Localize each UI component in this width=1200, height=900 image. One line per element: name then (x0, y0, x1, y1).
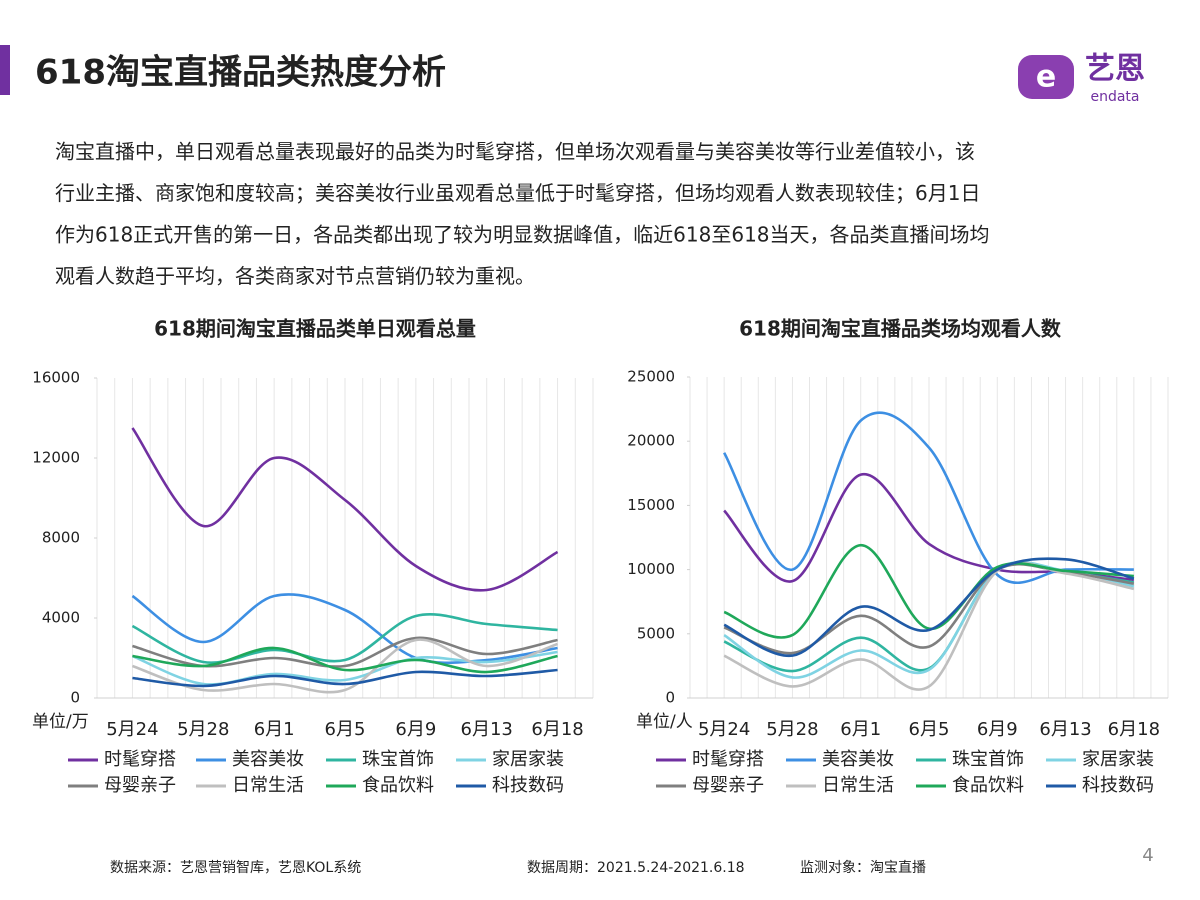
legend-label: 时髦穿搭 (692, 749, 764, 770)
logo-mark: e (1036, 60, 1056, 95)
series-line (131, 650, 558, 686)
series-line (132, 638, 558, 694)
legend-label: 家居家装 (492, 749, 564, 770)
paragraph-line: 淘宝直播中，单日观看总量表现最好的品类为时髦穿搭，但单场次观看量与美容美妆等行业… (55, 140, 975, 164)
series-line (131, 427, 559, 592)
paragraph-line: 行业主播、商家饱和度较高；美容美妆行业虽观看总量低于时髦穿搭，但场均观看人数表现… (55, 181, 980, 205)
legend-label: 食品饮料 (362, 775, 434, 796)
series-line (723, 543, 1134, 639)
legend-label: 食品饮料 (952, 775, 1024, 796)
y-tick-label: 4000 (42, 609, 80, 627)
x-tick-label: 5月28 (766, 719, 818, 740)
x-tick-label: 6月13 (1039, 719, 1091, 740)
logo-text: 艺恩 (1085, 52, 1145, 87)
page-number: 4 (1142, 845, 1153, 866)
footer-source: 数据来源：艺恩营销智库，艺恩KOL系统 (110, 860, 361, 876)
y-unit: 单位/万 (32, 712, 89, 732)
x-tick-label: 6月9 (977, 719, 1018, 740)
logo-sub: endata (1090, 89, 1139, 105)
legend-label: 珠宝首饰 (362, 749, 434, 770)
x-tick-label: 5月28 (177, 719, 229, 740)
slide-title: 618淘宝直播品类热度分析 (35, 53, 446, 93)
y-tick-label: 8000 (42, 529, 80, 547)
chart: 618期间淘宝直播品类场均观看人数 0 5000 10000 15000 20000 250… (627, 317, 1169, 796)
series-line (131, 613, 558, 664)
x-tick-label: 6月18 (1108, 719, 1160, 740)
legend-label: 家居家装 (1082, 749, 1154, 770)
legend-label: 日常生活 (822, 775, 894, 796)
y-tick-label: 16000 (32, 369, 80, 387)
series-line (723, 557, 1135, 657)
series-line (723, 561, 1135, 691)
logo-badge (1018, 55, 1074, 99)
legend-label: 科技数码 (492, 775, 564, 796)
x-tick-label: 6月5 (325, 719, 366, 740)
y-tick-label: 20000 (627, 432, 675, 450)
title-accent (0, 45, 10, 95)
y-tick-label: 12000 (32, 449, 80, 467)
footer-period: 数据周期：2021.5.24-2021.6.18 (527, 860, 745, 876)
y-tick-label: 15000 (627, 496, 675, 514)
x-tick-label: 6月18 (531, 719, 583, 740)
y-tick-label: 5000 (637, 624, 675, 642)
paragraph-line: 作为618正式开售的第一日，各品类都出现了较为明显数据峰值，临近618至618当… (55, 223, 990, 247)
chart-title: 618期间淘宝直播品类场均观看人数 (739, 317, 1062, 341)
legend-label: 美容美妆 (232, 749, 304, 770)
legend-label: 珠宝首饰 (952, 749, 1024, 770)
paragraph: 淘宝直播中，单日观看总量表现最好的品类为时髦穿搭，但单场次观看量与美容美妆等行业… (55, 140, 990, 289)
y-unit: 单位/人 (636, 712, 693, 732)
x-tick-label: 5月24 (106, 719, 158, 740)
footer-target: 监测对象：淘宝直播 (800, 859, 926, 876)
y-tick-label: 10000 (627, 560, 675, 578)
paragraph-line: 观看人数趋于平均，各类商家对节点营销仍较为重视。 (55, 264, 535, 288)
legend-label: 科技数码 (1082, 775, 1154, 796)
x-tick-label: 6月5 (909, 719, 950, 740)
legend-label: 日常生活 (232, 775, 304, 796)
x-tick-label: 6月1 (840, 719, 881, 740)
legend-label: 时髦穿搭 (104, 749, 176, 770)
x-tick-label: 6月13 (461, 719, 513, 740)
chart: 618期间淘宝直播品类单日观看总量 0 4000 8000 12000 16000 单位/万… (32, 317, 594, 796)
x-tick-label: 6月9 (395, 719, 436, 740)
x-tick-label: 5月24 (698, 719, 750, 740)
y-tick-label: 0 (70, 689, 80, 707)
series-line (132, 668, 558, 688)
series-line (131, 593, 558, 665)
y-tick-label: 25000 (627, 368, 675, 386)
series-line (132, 646, 558, 674)
y-tick-label: 0 (665, 689, 675, 707)
logo: e 艺恩 endata (1018, 52, 1145, 105)
legend-label: 美容美妆 (822, 749, 894, 770)
legend-label: 母婴亲子 (104, 775, 176, 796)
x-tick-label: 6月1 (254, 719, 295, 740)
legend-label: 母婴亲子 (692, 775, 764, 796)
chart-title: 618期间淘宝直播品类单日观看总量 (154, 317, 476, 341)
